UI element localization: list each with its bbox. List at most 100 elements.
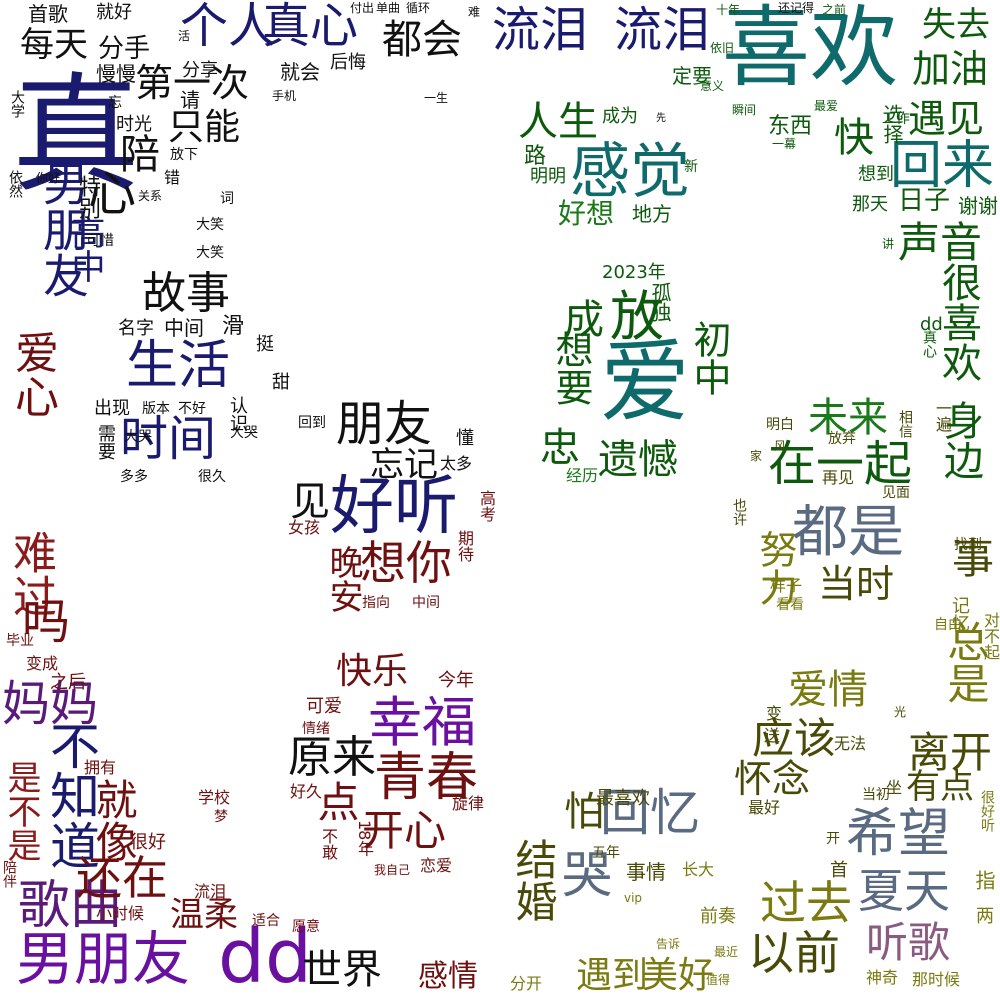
word: 中间 [164, 316, 204, 340]
word: 前奏 [700, 906, 736, 927]
word: 男朋友 [36, 160, 90, 298]
word: 想到 [858, 164, 894, 185]
word: 好久 [290, 782, 323, 801]
word: 离开 [908, 728, 993, 777]
word: 可惜 [86, 233, 114, 249]
word: 忘 [108, 95, 122, 111]
word: 甜 [272, 372, 290, 393]
word: 情绪 [302, 721, 330, 737]
word: 加油 [912, 47, 989, 91]
word: dd [218, 914, 312, 1000]
word: 快 [834, 115, 874, 161]
word: 经历 [566, 466, 599, 485]
word: 认识 [227, 396, 248, 432]
word: 指 [972, 870, 996, 890]
word: 单曲 [376, 1, 401, 15]
word: 总是 [941, 620, 990, 704]
word: 今年 [438, 670, 474, 691]
word: 特别 [75, 175, 100, 219]
word: 旋律 [452, 794, 485, 813]
word: 高考 [477, 490, 496, 522]
word: 十年 [716, 3, 741, 17]
word: 爱情 [788, 667, 868, 713]
word: 流泪 [194, 882, 227, 901]
word: 也许 [731, 498, 747, 526]
word: 未来 [808, 395, 888, 441]
word: 挺 [256, 334, 274, 355]
word: 爱 [600, 330, 690, 435]
word: 青春 [374, 748, 479, 808]
word: 最好 [748, 798, 781, 817]
word: 时光 [116, 114, 152, 135]
word: 好想 [558, 197, 615, 230]
word: 再见 [822, 468, 855, 487]
word: 名字 [118, 318, 154, 339]
word: 放 [610, 285, 664, 348]
word: 意义 [700, 79, 725, 93]
word: 大笑 [196, 245, 224, 261]
word: 梦 [214, 809, 228, 825]
word: 流泪 [492, 2, 589, 58]
word: 大学 [9, 90, 25, 118]
word: 感觉 [570, 137, 690, 207]
word: 记忆 [949, 596, 970, 632]
word: 时间 [120, 411, 217, 467]
word: 明明 [530, 166, 566, 187]
word: 选择 [880, 104, 904, 144]
word: 长大 [682, 860, 715, 879]
word: 在一起 [768, 436, 913, 492]
word: 那天 [852, 194, 888, 215]
word: 坐 [886, 778, 903, 797]
word: 回到 [298, 415, 326, 431]
word: 依旧 [710, 41, 735, 55]
word: 一遍 [933, 400, 952, 432]
word: 第一次 [135, 61, 250, 105]
word: 有点 [906, 767, 974, 807]
word: 相信 [897, 410, 913, 438]
word: 我自己 [374, 863, 411, 877]
word: 以前 [748, 926, 840, 980]
word: 人生 [518, 99, 598, 145]
word: 中间 [412, 595, 440, 611]
word: 夏天 [858, 864, 950, 918]
word: 回来 [890, 136, 995, 196]
word: 分手 [98, 34, 151, 64]
word: 事情 [626, 860, 666, 884]
word: vip [624, 891, 643, 905]
word: 神奇 [866, 968, 899, 987]
word: 结婚 [509, 838, 558, 922]
word: 听歌 [866, 918, 951, 967]
word: 是不是 [1, 760, 41, 862]
word: 慢慢 [96, 62, 136, 86]
word: 毕业 [6, 633, 34, 649]
word: 快乐 [336, 651, 409, 692]
word: 原来 [288, 732, 376, 783]
word: 感情 [418, 959, 478, 994]
word: 事 [952, 534, 995, 583]
word: 多多 [120, 469, 148, 485]
word: 明白 [766, 417, 794, 433]
word: 女孩 [288, 518, 321, 537]
word: 适合 [252, 913, 280, 929]
word: 自由 [934, 617, 962, 633]
word: 放弃 [828, 431, 856, 447]
word: 对不起 [981, 612, 1000, 660]
word: 分享 [182, 60, 218, 81]
word: 都是 [792, 500, 904, 565]
word: 遇到 [576, 955, 649, 996]
word: 不敢 [319, 828, 338, 860]
word: 不好 [178, 401, 206, 417]
word: 请 [180, 88, 200, 112]
word: 世界 [302, 947, 382, 993]
word: 一幕 [772, 137, 797, 151]
word: 依然 [7, 170, 23, 198]
word: 愿意 [292, 919, 320, 935]
word: dd [920, 314, 943, 335]
word: 见面 [882, 485, 910, 501]
word: 很喜欢 [935, 262, 981, 382]
word: 18年 [355, 820, 374, 857]
word: 大哭 [230, 425, 258, 441]
word: 心 [88, 166, 137, 222]
word: 首歌 [28, 2, 68, 26]
